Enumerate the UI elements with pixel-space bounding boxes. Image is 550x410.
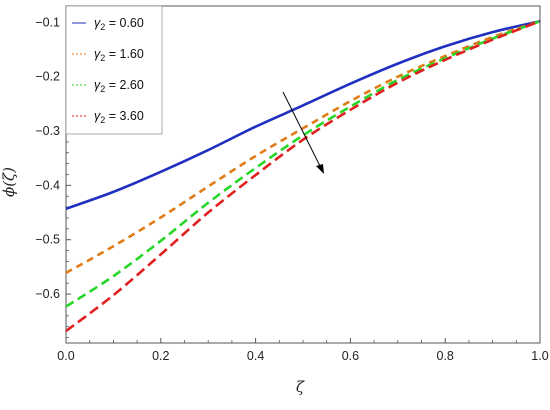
legend-label: γ2 = 3.60: [94, 109, 144, 125]
x-tick-label: 0.6: [342, 349, 359, 363]
y-tick-label: −0.1: [35, 15, 60, 29]
series-layer: [65, 19, 541, 333]
x-tick-label: 0.4: [247, 349, 264, 363]
legend-label: γ2 = 2.60: [94, 78, 144, 94]
legend-label: γ2 = 1.60: [94, 47, 144, 63]
trend-arrow: [282, 91, 324, 174]
x-tick-label: 0.2: [152, 349, 169, 363]
x-axis-label: ζ: [296, 378, 305, 396]
x-axis: 0.0 0.2 0.4 0.6 0.8 1.0: [57, 338, 549, 363]
x-tick-label: 0.0: [57, 349, 74, 363]
x-tick-label: 1.0: [531, 349, 548, 363]
y-tick-label: −0.4: [35, 178, 60, 192]
series-line-2: [65, 19, 541, 275]
legend-label: γ2 = 0.60: [94, 16, 144, 32]
y-tick-label: −0.2: [35, 70, 60, 84]
y-tick-label: −0.3: [35, 124, 60, 138]
series-line-1: [65, 19, 541, 210]
series-line-3: [65, 19, 541, 308]
y-tick-label: −0.5: [35, 233, 60, 247]
x-tick-label: 0.8: [437, 349, 454, 363]
y-tick-label: −0.6: [35, 287, 60, 301]
y-axis-label: ϕ(ζ): [0, 167, 18, 197]
legend-box: [65, 5, 163, 135]
legend: γ2 = 0.60 γ2 = 1.60 γ2 = 2.60 γ2 = 3.60: [65, 5, 163, 135]
series-line-4: [65, 20, 541, 333]
